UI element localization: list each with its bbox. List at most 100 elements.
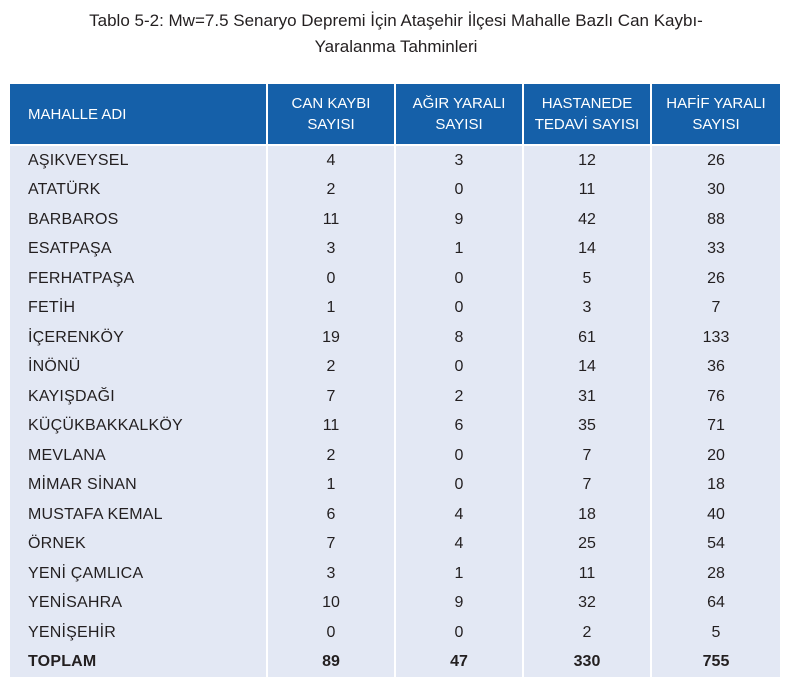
cell-agir-yarali: 1: [396, 234, 524, 264]
total-cell-hafif-yarali: 755: [652, 647, 780, 677]
cell-hafif-yarali: 64: [652, 588, 780, 618]
cell-mahalle-adi: AŞIKVEYSEL: [10, 144, 268, 176]
header-agir-yarali: AĞIR YARALI SAYISI: [396, 84, 524, 144]
table-row: ATATÜRK 2 0 11 30: [10, 175, 780, 205]
cell-mahalle-adi: İNÖNÜ: [10, 352, 268, 382]
cell-mahalle-adi: MEVLANA: [10, 441, 268, 471]
cell-agir-yarali: 0: [396, 264, 524, 294]
cell-hastanede-tedavi: 32: [524, 588, 652, 618]
cell-mahalle-adi: KAYIŞDAĞI: [10, 382, 268, 412]
cell-mahalle-adi: MİMAR SİNAN: [10, 470, 268, 500]
cell-hastanede-tedavi: 7: [524, 470, 652, 500]
cell-can-kaybi: 1: [268, 293, 396, 323]
total-cell-hastanede-tedavi: 330: [524, 647, 652, 677]
cell-hafif-yarali: 20: [652, 441, 780, 471]
cell-agir-yarali: 9: [396, 205, 524, 235]
header-label: MAHALLE ADI: [28, 105, 127, 123]
cell-agir-yarali: 9: [396, 588, 524, 618]
header-label: TEDAVİ SAYISI: [534, 116, 640, 133]
cell-agir-yarali: 0: [396, 293, 524, 323]
cell-mahalle-adi: YENİŞEHİR: [10, 618, 268, 648]
header-hastanede-tedavi: HASTANEDE TEDAVİ SAYISI: [524, 84, 652, 144]
cell-mahalle-adi: FERHATPAŞA: [10, 264, 268, 294]
cell-can-kaybi: 2: [268, 441, 396, 471]
header-label: HAFİF YARALI: [666, 95, 766, 112]
cell-hastanede-tedavi: 5: [524, 264, 652, 294]
table-row: FETİH 1 0 3 7: [10, 293, 780, 323]
cell-agir-yarali: 0: [396, 441, 524, 471]
cell-mahalle-adi: MUSTAFA KEMAL: [10, 500, 268, 530]
table-header: MAHALLE ADI CAN KAYBI SAYISI AĞIR YARALI…: [10, 84, 780, 144]
cell-hastanede-tedavi: 12: [524, 144, 652, 176]
cell-mahalle-adi: ESATPAŞA: [10, 234, 268, 264]
table-caption: Tablo 5-2: Mw=7.5 Senaryo Depremi İçin A…: [0, 8, 792, 60]
cell-hafif-yarali: 54: [652, 529, 780, 559]
table-row: İÇERENKÖY 19 8 61 133: [10, 323, 780, 353]
header-label: AĞIR YARALI: [412, 95, 506, 112]
cell-hafif-yarali: 71: [652, 411, 780, 441]
table-row: YENİ ÇAMLICA 3 1 11 28: [10, 559, 780, 589]
cell-mahalle-adi: ÖRNEK: [10, 529, 268, 559]
cell-agir-yarali: 0: [396, 470, 524, 500]
casualty-table-container: MAHALLE ADI CAN KAYBI SAYISI AĞIR YARALI…: [10, 84, 780, 677]
cell-agir-yarali: 2: [396, 382, 524, 412]
cell-mahalle-adi: ATATÜRK: [10, 175, 268, 205]
cell-agir-yarali: 0: [396, 618, 524, 648]
cell-mahalle-adi: İÇERENKÖY: [10, 323, 268, 353]
cell-agir-yarali: 1: [396, 559, 524, 589]
cell-hafif-yarali: 40: [652, 500, 780, 530]
table-body: AŞIKVEYSEL 4 3 12 26 ATATÜRK 2 0 11 30 BARBAROS 11 9…: [10, 144, 780, 677]
cell-can-kaybi: 11: [268, 205, 396, 235]
cell-hastanede-tedavi: 25: [524, 529, 652, 559]
cell-mahalle-adi: YENİ ÇAMLICA: [10, 559, 268, 589]
cell-mahalle-adi: BARBAROS: [10, 205, 268, 235]
cell-hafif-yarali: 36: [652, 352, 780, 382]
cell-agir-yarali: 0: [396, 175, 524, 205]
table-row: İNÖNÜ 2 0 14 36: [10, 352, 780, 382]
caption-line-2: Yaralanma Tahminleri: [314, 37, 478, 56]
cell-hastanede-tedavi: 42: [524, 205, 652, 235]
cell-can-kaybi: 7: [268, 382, 396, 412]
table-row: FERHATPAŞA 0 0 5 26: [10, 264, 780, 294]
cell-hastanede-tedavi: 18: [524, 500, 652, 530]
cell-agir-yarali: 0: [396, 352, 524, 382]
table-row: BARBAROS 11 9 42 88: [10, 205, 780, 235]
cell-mahalle-adi: YENİSAHRA: [10, 588, 268, 618]
cell-hastanede-tedavi: 3: [524, 293, 652, 323]
table-row: AŞIKVEYSEL 4 3 12 26: [10, 144, 780, 176]
cell-hastanede-tedavi: 14: [524, 352, 652, 382]
header-label: CAN KAYBI: [291, 95, 371, 112]
total-cell-agir-yarali: 47: [396, 647, 524, 677]
cell-mahalle-adi: FETİH: [10, 293, 268, 323]
total-row: TOPLAM 89 47 330 755: [10, 647, 780, 677]
table-row: KAYIŞDAĞI 7 2 31 76: [10, 382, 780, 412]
header-row: MAHALLE ADI CAN KAYBI SAYISI AĞIR YARALI…: [10, 84, 780, 144]
cell-hafif-yarali: 26: [652, 264, 780, 294]
cell-can-kaybi: 2: [268, 175, 396, 205]
cell-can-kaybi: 0: [268, 618, 396, 648]
header-label: HASTANEDE: [541, 95, 633, 112]
cell-can-kaybi: 0: [268, 264, 396, 294]
cell-hafif-yarali: 7: [652, 293, 780, 323]
cell-can-kaybi: 6: [268, 500, 396, 530]
cell-hastanede-tedavi: 61: [524, 323, 652, 353]
cell-can-kaybi: 2: [268, 352, 396, 382]
cell-hafif-yarali: 26: [652, 144, 780, 176]
cell-hastanede-tedavi: 14: [524, 234, 652, 264]
cell-hafif-yarali: 28: [652, 559, 780, 589]
cell-hafif-yarali: 133: [652, 323, 780, 353]
cell-hastanede-tedavi: 7: [524, 441, 652, 471]
total-cell-can-kaybi: 89: [268, 647, 396, 677]
cell-can-kaybi: 7: [268, 529, 396, 559]
total-cell-mahalle-adi: TOPLAM: [10, 647, 268, 677]
caption-line-1: Tablo 5-2: Mw=7.5 Senaryo Depremi İçin A…: [89, 11, 703, 30]
header-hafif-yarali: HAFİF YARALI SAYISI: [652, 84, 780, 144]
cell-hafif-yarali: 88: [652, 205, 780, 235]
cell-can-kaybi: 11: [268, 411, 396, 441]
cell-can-kaybi: 4: [268, 144, 396, 176]
cell-can-kaybi: 3: [268, 559, 396, 589]
header-can-kaybi: CAN KAYBI SAYISI: [268, 84, 396, 144]
table-row: ÖRNEK 7 4 25 54: [10, 529, 780, 559]
table-row: MİMAR SİNAN 1 0 7 18: [10, 470, 780, 500]
cell-can-kaybi: 10: [268, 588, 396, 618]
